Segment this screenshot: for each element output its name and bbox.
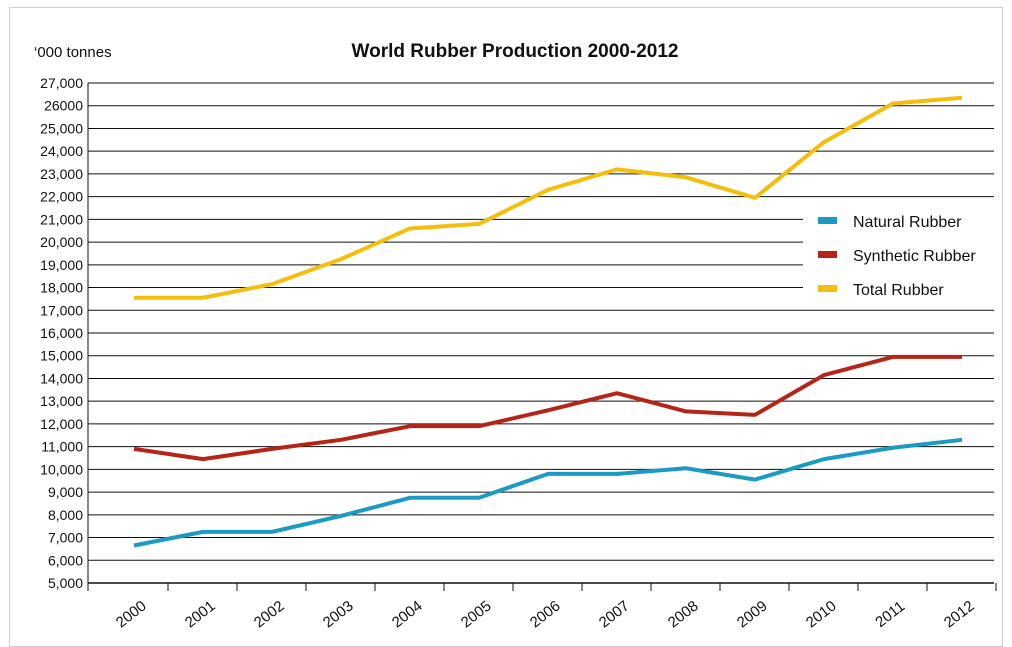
y-tick-label: 21,000: [40, 211, 83, 227]
x-tick-label: 2010: [803, 597, 840, 631]
legend-swatch: [818, 285, 837, 292]
y-tick-label: 9,000: [48, 484, 83, 500]
series-line-total-rubber: [134, 95, 963, 300]
x-tick-label: 2005: [458, 597, 495, 631]
grid: [88, 82, 994, 584]
x-tick-label: 2012: [941, 597, 978, 631]
y-tick-label: 14,000: [40, 370, 83, 386]
x-tick-label: 2002: [251, 597, 288, 631]
legend-label: Total Rubber: [853, 282, 944, 299]
chart-frame: [9, 7, 1003, 647]
x-tick-label: 2001: [182, 597, 219, 631]
x-tick-label: 2011: [872, 598, 908, 631]
y-tick-label: 11,000: [41, 439, 83, 455]
y-tick-label: 22,000: [40, 189, 83, 205]
y-tick-label: 5,000: [48, 575, 83, 591]
x-tick-label: 2004: [389, 597, 426, 631]
y-tick-label: 7,000: [48, 530, 83, 546]
y-tick-label: 12,000: [40, 416, 83, 432]
y-tick-label: 8,000: [48, 507, 83, 523]
legend-label: Natural Rubber: [853, 214, 962, 231]
x-tick-label: 2003: [320, 597, 357, 631]
y-tick-label: 27,000: [40, 75, 83, 91]
y-tick-label: 13,000: [40, 393, 83, 409]
y-tick-label: 26000: [44, 98, 83, 114]
x-tick-label: 2007: [596, 597, 633, 631]
y-tick-label: 10,000: [40, 461, 83, 477]
x-tick-label: 2008: [665, 597, 702, 631]
series-line-synthetic-rubber: [133, 354, 962, 462]
y-tick-label: 25,000: [40, 120, 83, 136]
chart-title: World Rubber Production 2000-2012: [352, 41, 679, 62]
y-axis: 5,000 6,000 7,000 8,000 9,000 10,000 11,000 12,…: [40, 75, 89, 591]
y-tick-label: 6,000: [48, 552, 83, 568]
y-tick-label: 16,000: [40, 325, 83, 341]
legend-swatch: [818, 217, 837, 224]
legend-background: [803, 199, 995, 299]
x-tick-label: 2009: [734, 597, 771, 631]
series-lines: [133, 95, 963, 548]
unit-label: ‘000 tonnes: [34, 44, 112, 61]
y-tick-label: 23,000: [40, 166, 83, 182]
legend: Natural Rubber Synthetic Rubber Total Rubb…: [803, 199, 995, 299]
legend-swatch: [818, 251, 837, 258]
series-line-natural-rubber: [133, 437, 963, 548]
y-tick-label: 15,000: [40, 348, 83, 364]
y-tick-label: 17,000: [40, 302, 83, 318]
y-tick-label: 24,000: [40, 143, 83, 159]
x-axis: 2000 2001 2002 2003 2004 2005 2006 2007 2008 2009…: [87, 582, 997, 631]
legend-label: Synthetic Rubber: [853, 248, 976, 265]
x-tick-label: 2000: [113, 597, 150, 631]
y-tick-label: 19,000: [40, 257, 83, 273]
y-tick-label: 20,000: [40, 234, 83, 250]
x-tick-label: 2006: [527, 597, 564, 631]
y-tick-label: 18,000: [40, 280, 83, 296]
